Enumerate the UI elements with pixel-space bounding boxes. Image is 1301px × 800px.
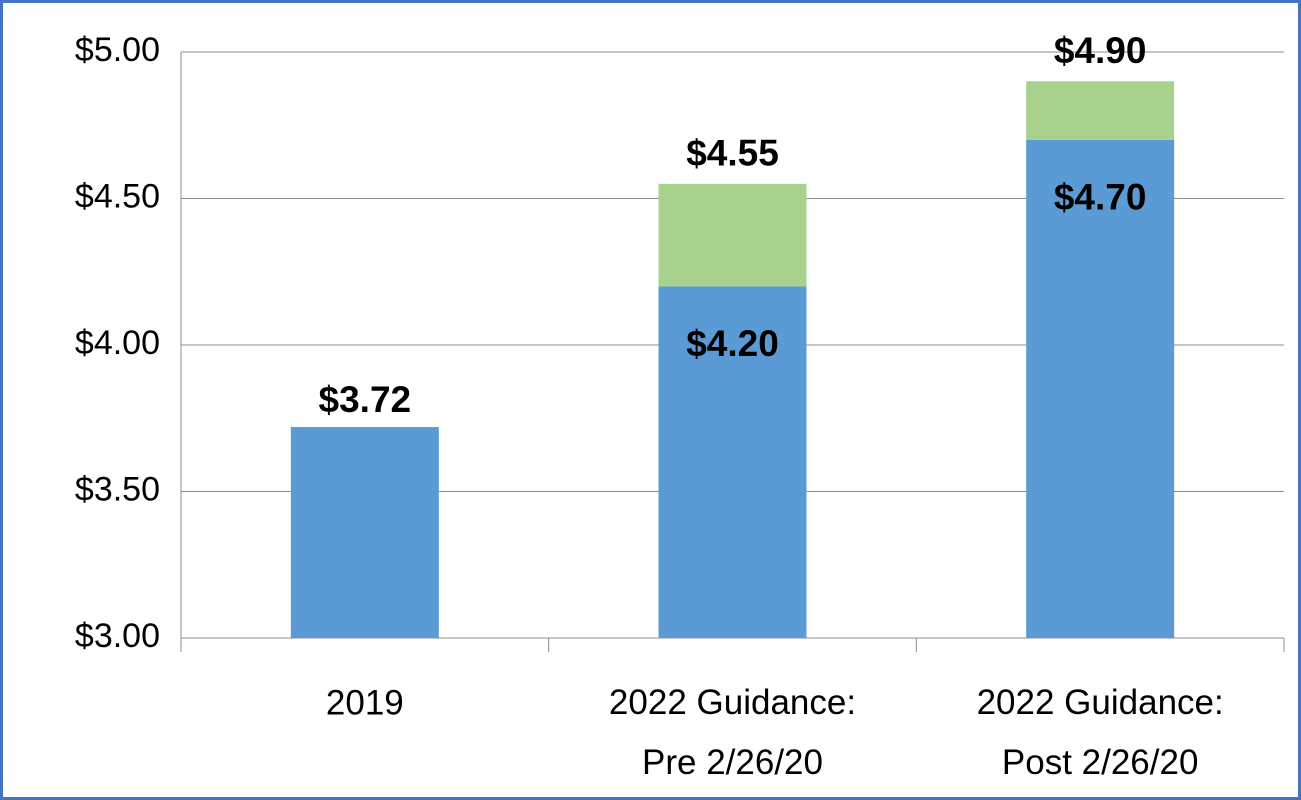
data-label: $3.72: [319, 379, 412, 420]
total-label: $4.55: [686, 133, 779, 174]
bar-segment: [658, 286, 807, 638]
bar-segment: [1026, 81, 1175, 140]
y-tick-label: $3.00: [75, 617, 160, 655]
y-tick-label: $4.00: [75, 324, 160, 362]
y-tick-label: $4.50: [75, 177, 160, 215]
y-tick-label: $5.00: [75, 31, 160, 69]
x-tick-label: 2022 Guidance: Pre 2/26/20: [609, 683, 856, 782]
x-tick-label: 2019: [326, 683, 404, 722]
x-tick-label: 2022 Guidance: Post 2/26/20: [977, 683, 1224, 782]
data-label: $4.20: [686, 323, 779, 364]
bar-segment: [658, 183, 807, 287]
total-label: $4.90: [1054, 30, 1147, 71]
bar-segment: [1026, 139, 1175, 638]
y-tick-label: $3.50: [75, 470, 160, 508]
bar-segment: [290, 427, 439, 638]
data-label: $4.70: [1054, 177, 1147, 218]
